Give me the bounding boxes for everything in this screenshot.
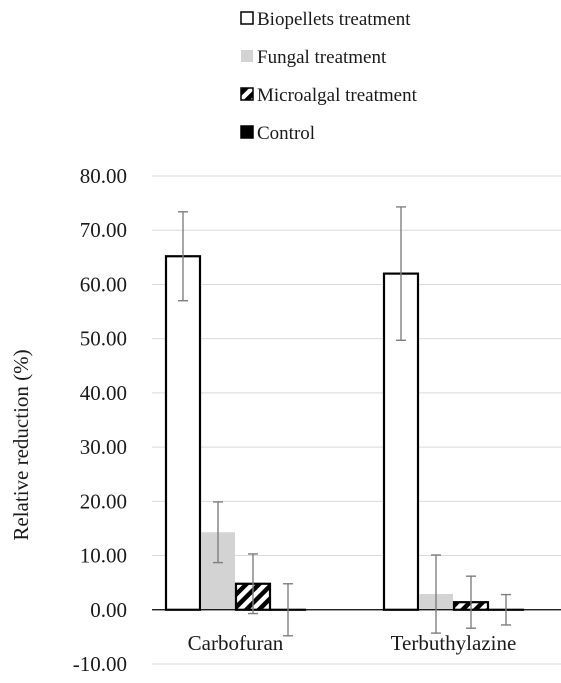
x-tick-labels: Carbofuran Terbuthylazine [188,631,517,655]
legend-label: Fungal treatment [257,47,387,68]
y-tick-label: 60.00 [80,272,127,296]
y-tick-label: 10.00 [80,544,127,568]
y-tick-label: 70.00 [80,218,127,242]
y-tick-label: 80.00 [80,164,127,188]
legend-swatch [241,126,253,138]
y-tick-labels: 80.00 70.00 60.00 50.00 40.00 30.00 20.00 10.00… [73,164,127,676]
legend-swatch [241,12,253,24]
legend-swatch [241,50,253,62]
legend-item: Fungal treatment [241,47,387,68]
legend-label: Microalgal treatment [257,85,418,106]
legend-swatch [241,88,253,100]
legend-item: Control [241,123,315,144]
y-tick-label: 30.00 [80,435,127,459]
y-tick-label: 20.00 [80,489,127,513]
y-tick-label: 50.00 [80,327,127,351]
legend-label: Control [257,123,315,144]
legend-label: Biopellets treatment [257,9,411,30]
legend-item: Biopellets treatment [241,9,411,30]
y-tick-label: -10.00 [73,652,127,676]
bars [166,256,523,610]
legend-item: Microalgal treatment [241,85,418,106]
bar-biopellets-treatment-carbofuran [166,256,200,610]
y-tick-label: 40.00 [80,381,127,405]
legend: Biopellets treatment Fungal treatment Micr… [241,9,418,144]
y-axis-label: Relative reduction (%) [9,349,33,540]
category-label: Carbofuran [188,631,284,655]
category-label: Terbuthylazine [391,631,517,655]
y-tick-label: 0.00 [90,598,127,622]
